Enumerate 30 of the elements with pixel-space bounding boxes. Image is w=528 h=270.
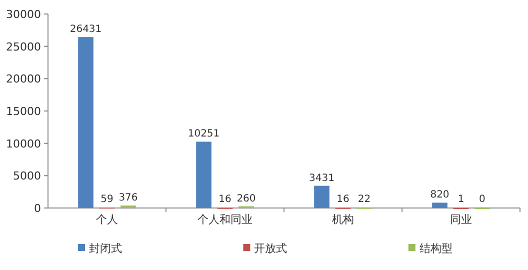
bar	[78, 37, 94, 208]
y-tick-label: 30000	[6, 8, 41, 21]
x-tick-label: 机构	[332, 213, 354, 226]
data-label: 376	[118, 192, 138, 204]
bar	[196, 142, 212, 208]
bar	[432, 202, 448, 208]
data-label: 16	[218, 194, 232, 205]
data-label: 1	[458, 194, 464, 205]
y-tick-label: 25000	[6, 40, 41, 54]
x-tick-label: 个人	[96, 213, 118, 226]
data-label: 0	[479, 194, 486, 205]
data-label: 26431	[70, 24, 102, 36]
legend-label: 开放式	[254, 242, 288, 255]
x-tick-label: 同业	[450, 213, 472, 226]
legend-label: 结构型	[419, 242, 452, 255]
data-label: 10251	[188, 128, 220, 140]
y-tick-label: 20000	[6, 72, 41, 86]
data-label: 3431	[309, 172, 334, 184]
y-tick-label: 5000	[13, 170, 41, 183]
y-tick-label: 15000	[6, 105, 41, 118]
legend-label: 封闭式	[89, 242, 122, 255]
bar	[314, 186, 330, 208]
x-tick-label: 个人和同业	[198, 213, 252, 226]
data-label: 820	[430, 190, 450, 201]
data-label: 59	[100, 194, 114, 205]
data-label: 22	[358, 194, 371, 205]
data-label: 260	[236, 193, 256, 204]
y-tick-label: 0	[34, 202, 41, 215]
y-tick-label: 10000	[6, 137, 41, 150]
data-label: 16	[336, 194, 350, 205]
